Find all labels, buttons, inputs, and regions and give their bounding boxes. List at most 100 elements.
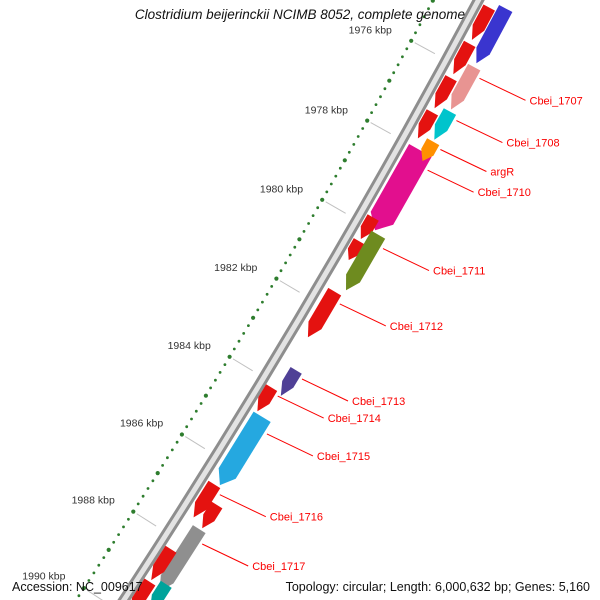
gene-unlabeled[interactable] [347, 238, 366, 260]
minor-tick [329, 182, 333, 186]
scale-label: 1990 kbp [22, 571, 65, 583]
minor-tick [223, 363, 227, 366]
gene-label[interactable]: Cbei_1713 [352, 396, 405, 408]
gene-Cbei_1712[interactable] [307, 287, 342, 338]
minor-tick [102, 556, 106, 559]
minor-tick [334, 174, 338, 178]
gene-Cbei_1713[interactable] [280, 367, 302, 396]
gene-unlabeled[interactable] [453, 40, 476, 75]
gene-label-leader [427, 169, 474, 193]
page-title: Clostridium beijerinckii NCIMB 8052, com… [134, 7, 466, 22]
minor-tick [141, 494, 145, 498]
gene-unlabeled[interactable] [471, 4, 495, 40]
minor-tick [361, 127, 365, 130]
gene-label-leader [479, 77, 526, 101]
gene-label[interactable]: Cbei_1708 [506, 138, 559, 150]
minor-tick [311, 214, 315, 218]
scale-tick [414, 42, 436, 55]
gene-Cbei_1714[interactable] [257, 384, 278, 412]
minor-tick [409, 38, 414, 43]
gene-Cbei_1707[interactable] [451, 63, 481, 110]
scale-tick [370, 122, 391, 135]
gene-Cbei_1711[interactable] [346, 230, 386, 291]
minor-tick [92, 571, 96, 575]
minor-tick [203, 393, 208, 398]
gene-label[interactable]: Cbei_1717 [252, 561, 305, 573]
minor-tick [356, 135, 360, 138]
minor-tick [422, 15, 426, 19]
gene-label-leader [266, 433, 314, 457]
gene-unlabeled[interactable] [476, 5, 513, 64]
minor-tick [161, 464, 165, 467]
minor-tick [265, 292, 269, 296]
minor-tick [194, 409, 198, 413]
minor-tick [370, 111, 373, 114]
minor-tick [396, 63, 400, 67]
gene-label-leader [440, 149, 487, 172]
gene-argR[interactable] [421, 138, 440, 161]
gene-label[interactable]: argR [490, 167, 514, 179]
gene-label[interactable]: Cbei_1715 [317, 451, 370, 463]
scale-label: 1988 kbp [72, 494, 115, 506]
minor-tick [274, 276, 279, 281]
gene-label-leader [201, 543, 249, 567]
minor-tick [342, 158, 347, 163]
gene-Cbei_1715[interactable] [218, 411, 271, 486]
genome-summary-text: Topology: circular; Length: 6,000,632 bp… [285, 580, 590, 594]
gene-label[interactable]: Cbei_1707 [530, 95, 583, 107]
gene-unlabeled[interactable] [150, 580, 172, 600]
minor-tick [146, 487, 150, 490]
gene-label[interactable]: Cbei_1710 [478, 187, 531, 199]
minor-tick [175, 440, 179, 444]
gene-label-leader [339, 303, 387, 327]
minor-tick [347, 150, 351, 154]
minor-tick [387, 78, 392, 83]
gene-Cbei_1716[interactable] [193, 480, 221, 518]
gene-unlabeled[interactable] [202, 501, 223, 529]
minor-tick [247, 324, 250, 327]
minor-tick [106, 547, 111, 553]
gene-Cbei_1717[interactable] [159, 525, 206, 591]
gene-label[interactable]: Cbei_1712 [390, 321, 443, 333]
minor-tick [284, 261, 287, 265]
gene-Cbei_1708[interactable] [434, 108, 457, 140]
minor-tick [155, 471, 160, 476]
gene-label-leader [301, 378, 349, 402]
gene-label[interactable]: Cbei_1716 [270, 512, 323, 524]
gene-unlabeled[interactable] [417, 109, 439, 139]
minor-tick [185, 425, 189, 429]
scale-tick [185, 436, 206, 450]
minor-tick [190, 417, 193, 421]
gene-label-leader [277, 395, 324, 419]
gene-unlabeled[interactable] [434, 75, 457, 109]
minor-tick [256, 308, 260, 312]
minor-tick [179, 432, 184, 437]
minor-tick [242, 332, 246, 335]
scale-tick [232, 358, 253, 372]
minor-tick [418, 23, 422, 27]
minor-tick [352, 143, 356, 146]
gene-label[interactable]: Cbei_1711 [433, 266, 485, 278]
minor-tick [427, 7, 430, 11]
minor-tick [414, 31, 417, 35]
minor-tick [232, 347, 236, 351]
scale-tick [86, 589, 103, 600]
minor-tick [122, 525, 125, 529]
gene-label[interactable]: Cbei_1714 [328, 413, 381, 425]
minor-tick [430, 0, 435, 3]
minor-tick [401, 55, 404, 59]
scale-label: 1976 kbp [349, 25, 392, 37]
minor-tick [392, 71, 396, 75]
gene-Cbei_1710[interactable] [370, 144, 432, 231]
accession-text: Accession: NC_009617 [12, 580, 143, 594]
scale-label: 1982 kbp [214, 262, 257, 274]
minor-tick [320, 197, 325, 202]
minor-tick [325, 190, 329, 194]
gene-unlabeled[interactable] [151, 545, 177, 581]
minor-tick [170, 448, 174, 452]
gene-unlabeled[interactable] [130, 578, 156, 600]
minor-tick [218, 371, 222, 374]
gene-unlabeled[interactable] [360, 214, 379, 239]
gene-label-leader [456, 120, 503, 144]
